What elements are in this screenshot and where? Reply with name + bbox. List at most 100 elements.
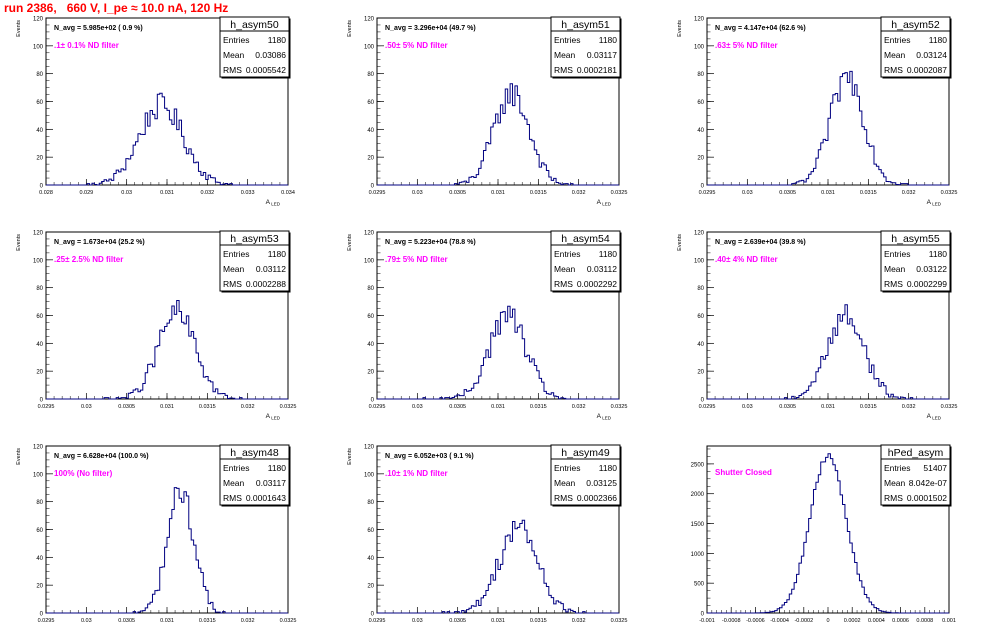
y-tick-label: 100 <box>364 44 375 50</box>
x-tick-label: 0.03 <box>742 404 753 410</box>
x-tick-label: 0.0315 <box>199 618 216 622</box>
x-tick-label: 0.0002 <box>844 618 861 622</box>
x-tick-label: -0.0004 <box>770 618 789 622</box>
stats-box <box>219 244 290 292</box>
y-tick-label: 60 <box>367 100 374 106</box>
x-tick-label: 0.0325 <box>280 404 297 410</box>
y-tick-label: 0 <box>371 398 375 404</box>
stats-value-rms: 0.0002181 <box>577 65 617 75</box>
x-axis-label: A LED <box>927 199 942 207</box>
y-tick-label: 100 <box>694 44 705 50</box>
stats-value-entries: 51407 <box>923 463 947 473</box>
x-tick-label: 0.0315 <box>530 190 547 196</box>
x-axis-label: A LED <box>927 413 942 421</box>
y-axis-label: Events <box>677 20 683 37</box>
x-tick-label: -0.0006 <box>746 618 765 622</box>
navg-label: N_avg = 5.223e+04 (78.8 %) <box>385 239 476 246</box>
filter-label: .1± 0.1% ND filter <box>54 41 119 50</box>
y-tick-label: 60 <box>367 314 374 320</box>
stats-value-rms: 0.0002299 <box>907 279 947 289</box>
y-tick-label: 20 <box>697 370 704 376</box>
x-tick-label: 0.03 <box>412 618 423 622</box>
stats-box <box>880 244 951 292</box>
navg-label: N_avg = 3.296e+04 (49.7 %) <box>385 25 476 32</box>
stats-label-rms: RMS <box>223 65 242 75</box>
y-tick-label: 2500 <box>691 462 705 468</box>
y-axis-label: Events <box>347 448 353 465</box>
filter-label: .10± 1% ND filter <box>385 469 448 478</box>
stats-label-entries: Entries <box>884 35 910 45</box>
x-tick-label: 0.0325 <box>611 618 628 622</box>
y-axis-label: Events <box>16 448 22 465</box>
stats-value-mean: 0.03117 <box>256 478 286 488</box>
y-tick-label: 40 <box>367 342 374 348</box>
x-tick-label: 0.0315 <box>860 190 877 196</box>
y-tick-label: 0 <box>701 184 705 190</box>
y-tick-label: 120 <box>33 17 44 23</box>
stats-value-entries: 1180 <box>599 35 618 45</box>
x-tick-label: 0.0295 <box>38 404 55 410</box>
y-tick-label: 2000 <box>691 492 705 498</box>
histogram-panel-h_asym54: 0 20 40 60 80 100 120 0.0295 0.03 0.0305 0.031 0.03… <box>347 230 628 421</box>
x-axis-label: A LED <box>266 199 281 207</box>
x-tick-label: 0.032 <box>902 404 916 410</box>
navg-label: N_avg = 6.052e+03 ( 9.1 %) <box>385 453 474 460</box>
stats-value-mean: 0.03124 <box>916 50 947 60</box>
stats-label-entries: Entries <box>884 249 910 259</box>
y-tick-label: 120 <box>694 231 705 237</box>
stats-title: h_asym51 <box>561 19 610 31</box>
y-tick-label: 20 <box>697 156 704 162</box>
y-tick-label: 80 <box>36 500 43 506</box>
stats-label-rms: RMS <box>884 493 903 503</box>
y-tick-label: 120 <box>364 17 375 23</box>
filter-label: Shutter Closed <box>715 468 772 477</box>
y-tick-label: 80 <box>36 72 43 78</box>
y-tick-label: 20 <box>36 156 43 162</box>
histogram-line <box>377 519 619 614</box>
stats-label-mean: Mean <box>884 264 906 274</box>
y-tick-label: 1500 <box>691 522 705 528</box>
stats-title: h_asym48 <box>230 447 279 459</box>
x-tick-label: 0.0295 <box>369 618 386 622</box>
y-tick-label: 40 <box>36 556 43 562</box>
x-tick-label: 0.031 <box>491 618 505 622</box>
stats-value-entries: 1180 <box>929 249 948 259</box>
x-tick-label: 0.032 <box>572 618 586 622</box>
y-tick-label: 40 <box>367 128 374 134</box>
filter-label: .40± 4% ND filter <box>715 255 778 264</box>
stats-value-rms: 0.0002288 <box>246 279 286 289</box>
x-tick-label: 0.0315 <box>530 404 547 410</box>
x-tick-label: 0.0305 <box>779 404 796 410</box>
y-tick-label: 100 <box>364 472 375 478</box>
x-tick-label: 0.03 <box>412 190 423 196</box>
stats-label-entries: Entries <box>554 249 580 259</box>
x-tick-label: 0.032 <box>902 190 916 196</box>
stats-label-entries: Entries <box>884 463 910 473</box>
x-tick-label: 0.034 <box>281 190 295 196</box>
y-tick-label: 20 <box>367 584 374 590</box>
y-tick-label: 40 <box>36 342 43 348</box>
x-tick-label: 0.028 <box>39 190 53 196</box>
x-tick-label: 0.031 <box>491 404 505 410</box>
stats-label-rms: RMS <box>223 279 242 289</box>
y-tick-label: 120 <box>33 231 44 237</box>
x-tick-label: 0.0004 <box>868 618 885 622</box>
stats-label-rms: RMS <box>884 65 903 75</box>
x-tick-label: 0.0325 <box>280 618 297 622</box>
y-axis-label: Events <box>16 20 22 37</box>
stats-title: hPed_asym <box>888 447 944 459</box>
y-tick-label: 0 <box>371 612 375 618</box>
stats-label-entries: Entries <box>223 249 249 259</box>
x-tick-label: 0.0295 <box>699 190 716 196</box>
stats-value-mean: 0.03086 <box>255 50 286 60</box>
stats-value-entries: 1180 <box>929 35 948 45</box>
x-tick-label: 0.03 <box>81 404 92 410</box>
histogram-panel-h_asym48: 0 20 40 60 80 100 120 0.0295 0.03 0.0305 0.031 0.03… <box>16 444 297 622</box>
x-tick-label: 0.0325 <box>941 190 958 196</box>
x-tick-label: 0.0325 <box>611 404 628 410</box>
stats-label-entries: Entries <box>554 463 580 473</box>
y-tick-label: 100 <box>694 258 705 264</box>
stats-label-entries: Entries <box>223 463 249 473</box>
stats-box <box>550 30 621 78</box>
y-axis-label: Events <box>347 234 353 251</box>
